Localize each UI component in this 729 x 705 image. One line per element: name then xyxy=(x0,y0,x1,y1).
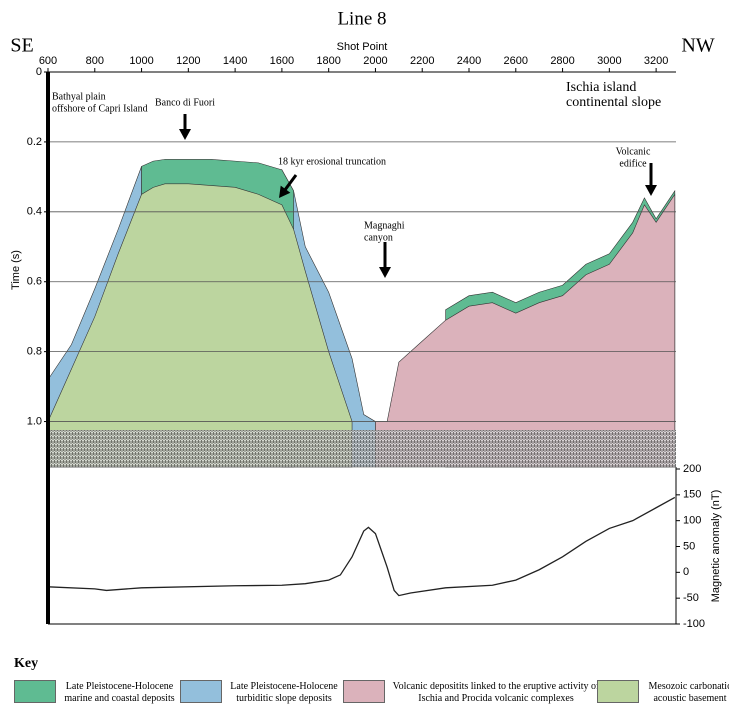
y-tick-label: 0.2 xyxy=(27,136,42,148)
se-label: SE xyxy=(10,35,33,57)
annotation: Ischia island xyxy=(566,80,636,95)
key-label: Mesozoic carbonatic acoustic basement xyxy=(648,681,729,704)
noise-band xyxy=(48,430,676,467)
x-tick-label: 2400 xyxy=(457,55,481,67)
key-swatch xyxy=(343,680,385,703)
x-tick-label: 1600 xyxy=(270,55,294,67)
arrow-head xyxy=(379,267,391,278)
key-item: Late Pleistocene-Holocene turbiditic slo… xyxy=(180,680,340,705)
key-swatch xyxy=(14,680,56,703)
x-tick-label: 3200 xyxy=(644,55,668,67)
key-item: Late Pleistocene-Holocene marine and coa… xyxy=(14,680,177,705)
y2-tick-label: -100 xyxy=(683,618,705,630)
y-tick-label: 0.6 xyxy=(27,276,42,288)
annotation: edifice xyxy=(619,158,647,169)
arrow-head xyxy=(179,129,191,140)
annotation: Banco di Fuori xyxy=(155,97,215,108)
x-axis-title: Shot Point xyxy=(337,41,388,53)
x-tick-label: 2800 xyxy=(550,55,574,67)
annotation: Volcanic xyxy=(616,146,651,157)
figure: Line 8 SE NW Shot Point Time (s) Magneti… xyxy=(10,8,722,630)
annotation: continental slope xyxy=(566,95,661,110)
magnetic-line xyxy=(47,496,676,597)
y-tick-label: 0.4 xyxy=(27,206,42,218)
key-title: Key xyxy=(14,656,39,671)
key-swatch xyxy=(597,680,639,703)
x-tick-label: 800 xyxy=(86,55,104,67)
y2-tick-label: -50 xyxy=(683,592,699,604)
key-item: Mesozoic carbonatic acoustic basement xyxy=(597,680,729,705)
arrow-head xyxy=(645,185,657,196)
title: Line 8 xyxy=(337,8,386,29)
y-tick-label: 0.8 xyxy=(27,346,42,358)
unit-area xyxy=(375,193,676,468)
x-tick-label: 3000 xyxy=(597,55,621,67)
x-tick-label: 1000 xyxy=(129,55,153,67)
y2-tick-label: 200 xyxy=(683,463,701,475)
x-tick-label: 1200 xyxy=(176,55,200,67)
arrow-head xyxy=(279,185,291,198)
x-tick-label: 1400 xyxy=(223,55,247,67)
y2-tick-label: 150 xyxy=(683,489,701,501)
x-tick-label: 600 xyxy=(39,55,57,67)
key-label: Volcanic depositits linked to the erupti… xyxy=(392,681,600,704)
x-tick-label: 1800 xyxy=(316,55,340,67)
annotation: Bathyal plain xyxy=(52,91,106,102)
key-label: Late Pleistocene-Holocene marine and coa… xyxy=(64,681,175,704)
y2-tick-label: 50 xyxy=(683,540,695,552)
y2-tick-label: 0 xyxy=(683,566,689,578)
key-swatch xyxy=(180,680,222,703)
key-label: Late Pleistocene-Holocene turbiditic slo… xyxy=(230,681,338,704)
annotation: canyon xyxy=(364,232,393,243)
annotation: offshore of Capri Island xyxy=(52,103,148,114)
x-tick-label: 2200 xyxy=(410,55,434,67)
annotation: 18 kyr erosional truncation xyxy=(278,156,386,167)
y2-axis-title: Magnetic anomaly (nT) xyxy=(710,490,722,603)
key-item: Volcanic depositits linked to the erupti… xyxy=(343,680,601,705)
y-tick-label: 0 xyxy=(36,66,42,78)
y2-tick-label: 100 xyxy=(683,515,701,527)
unit-area xyxy=(47,183,353,468)
y-tick-label: 1.0 xyxy=(27,415,42,427)
nw-label: NW xyxy=(681,35,714,57)
y-axis-title: Time (s) xyxy=(10,250,22,290)
x-tick-label: 2600 xyxy=(504,55,528,67)
arrow-shaft xyxy=(282,174,298,193)
annotation: Magnaghi xyxy=(364,220,405,231)
x-tick-label: 2000 xyxy=(363,55,387,67)
